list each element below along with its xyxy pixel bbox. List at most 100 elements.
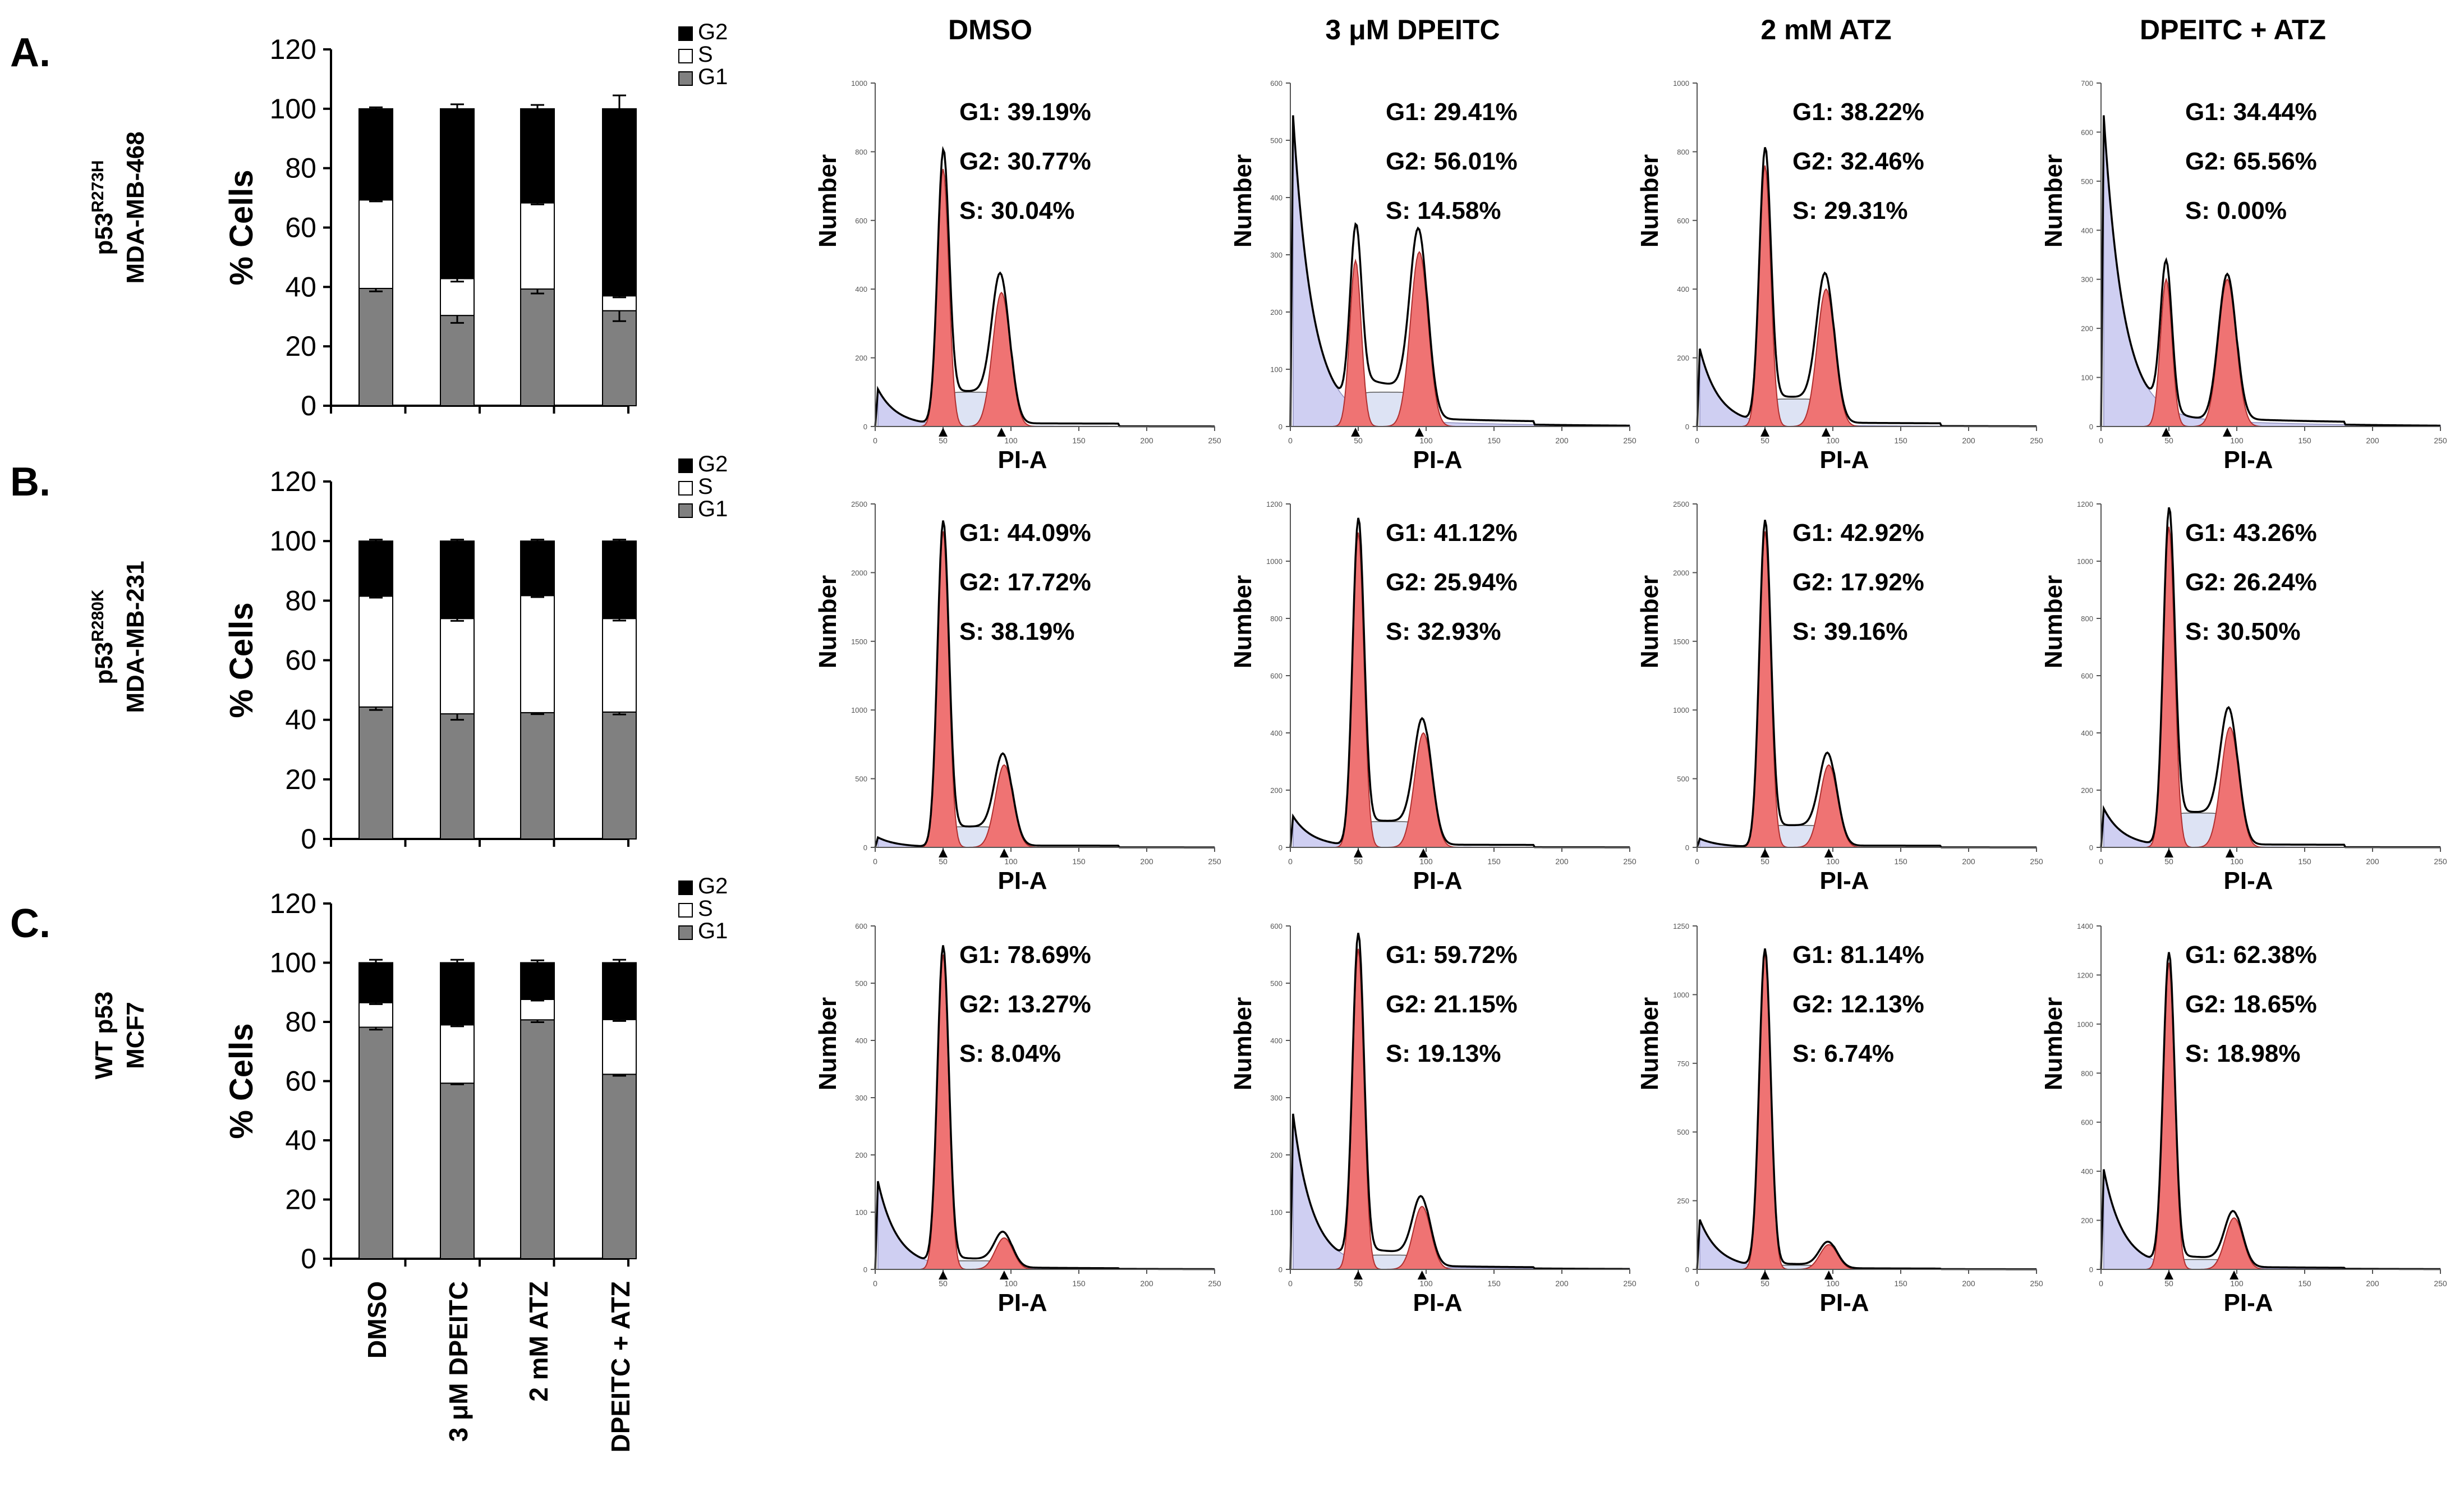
hist-y-tick-label: 500 <box>1270 136 1282 145</box>
bar-g1-0 <box>358 287 393 407</box>
hist-y-tick-label: 200 <box>1270 1151 1282 1159</box>
hist-y-tick-label: 400 <box>1270 1036 1282 1045</box>
bar-g1-0 <box>358 1026 393 1259</box>
hist-y-tick-label: 400 <box>2081 1167 2093 1176</box>
column-title-dmso: DMSO <box>948 14 1032 45</box>
stat-s: S: 30.04% <box>959 197 1074 224</box>
y-tick-label: 120 <box>270 888 316 919</box>
hist-x-tick-label: 200 <box>1140 436 1153 445</box>
hist-y-tick-label: 300 <box>1270 1094 1282 1102</box>
y-tick-label: 0 <box>301 390 316 421</box>
peak-marker-g1 <box>2164 1271 2173 1279</box>
peak-marker-g2 <box>1824 849 1833 857</box>
hist-y-tick-label: 400 <box>855 1036 867 1045</box>
hist-y-tick-label: 0 <box>2089 843 2093 852</box>
y-tick-label: 100 <box>270 93 316 125</box>
stat-g2: G2: 17.72% <box>959 568 1091 596</box>
hist-y-tick-label: 1000 <box>2077 1020 2093 1029</box>
stat-g2: G2: 25.94% <box>1386 568 1518 596</box>
histogram-outline <box>1289 933 1630 1270</box>
error-bar-g2-0 <box>369 539 383 544</box>
hist-y-tick-label: 0 <box>863 1265 867 1274</box>
stat-g2: G2: 12.13% <box>1792 990 1924 1018</box>
hist-x-tick-label: 250 <box>1623 857 1636 866</box>
hist-y-tick-label: 400 <box>2081 729 2093 737</box>
hist-y-tick-label: 200 <box>855 1151 867 1159</box>
hist-x-tick-label: 50 <box>1354 436 1363 445</box>
stat-g1: G1: 29.41% <box>1386 98 1518 126</box>
hist-y-tick-label: 600 <box>2081 128 2093 136</box>
hist-x-label: PI-A <box>998 446 1047 474</box>
hist-y-tick-label: 2500 <box>851 500 867 508</box>
hist-x-tick-label: 100 <box>2230 857 2244 866</box>
hist-x-label: PI-A <box>1413 446 1463 474</box>
hist-y-tick-label: 800 <box>2081 614 2093 623</box>
hist-x-label: PI-A <box>1820 446 1869 474</box>
hist-y-tick-label: 800 <box>2081 1069 2093 1077</box>
column-title-atz: 2 mM ATZ <box>1760 14 1891 45</box>
hist-x-tick-label: 50 <box>1760 1279 1769 1288</box>
stat-s: S: 6.74% <box>1792 1040 1894 1067</box>
y-axis-label: % Cells <box>223 602 260 718</box>
hist-x-tick-label: 0 <box>1288 1279 1293 1288</box>
hist-y-tick-label: 1000 <box>1673 706 1689 714</box>
hist-x-label: PI-A <box>1413 867 1463 895</box>
category-label-3: DPEITC + ATZ <box>606 1281 635 1452</box>
peak-marker-g2 <box>999 849 1009 857</box>
hist-y-tick-label: 700 <box>2081 79 2093 88</box>
row-label-main-a: p53 <box>90 213 118 255</box>
peak-marker-g1 <box>1351 428 1360 437</box>
y-tick-label: 80 <box>285 1006 316 1038</box>
y-tick-label: 60 <box>285 645 316 676</box>
hist-x-tick-label: 200 <box>2366 1279 2379 1288</box>
error-bar-g2-2 <box>531 959 544 966</box>
row-label-main-b: p53 <box>90 642 118 685</box>
hist-x-tick-label: 50 <box>939 857 948 866</box>
legend-swatch-g1 <box>678 925 693 940</box>
g2-peak <box>1383 251 1455 427</box>
g1-peak <box>1742 165 1788 427</box>
hist-y-label: Number <box>814 575 842 668</box>
hist-x-tick-label: 200 <box>1962 436 1975 445</box>
bar-g1-2 <box>520 1019 555 1259</box>
legend-label-s: S <box>698 474 713 499</box>
hist-x-tick-label: 100 <box>1419 857 1433 866</box>
hist-x-tick-label: 250 <box>2434 436 2447 445</box>
hist-y-tick-label: 600 <box>1270 922 1282 930</box>
bar-g2-3 <box>602 540 637 620</box>
hist-y-tick-label: 0 <box>1279 1265 1282 1274</box>
g1-peak <box>2146 526 2192 848</box>
bar-g1-1 <box>440 1083 475 1259</box>
hist-x-label: PI-A <box>2224 1289 2273 1317</box>
stat-g1: G1: 81.14% <box>1792 941 1924 969</box>
stat-g2: G2: 21.15% <box>1386 990 1518 1018</box>
hist-x-tick-label: 250 <box>2434 1279 2447 1288</box>
hist-x-tick-label: 0 <box>1695 1279 1699 1288</box>
panel-label-c: C. <box>10 901 50 946</box>
peak-marker-g1 <box>939 1271 948 1279</box>
hist-y-tick-label: 500 <box>1270 979 1282 988</box>
y-tick-label: 20 <box>285 764 316 795</box>
histogram-panel-1-1: 0 200 400 600 800 1000 1200 0 50 100 150 200 250 PI-A… <box>1229 500 1636 895</box>
hist-x-tick-label: 150 <box>1894 436 1907 445</box>
hist-x-tick-label: 100 <box>1419 436 1433 445</box>
peak-marker-g1 <box>1760 428 1769 437</box>
peak-marker-g2 <box>1821 428 1831 437</box>
hist-y-tick-label: 100 <box>2081 374 2093 382</box>
hist-y-tick-label: 1200 <box>2077 500 2093 508</box>
hist-x-tick-label: 200 <box>1962 857 1975 866</box>
error-bar-g2-0 <box>369 958 383 967</box>
error-bar-g2-1 <box>450 103 464 114</box>
hist-y-tick-label: 400 <box>855 285 867 293</box>
bar-g1-1 <box>440 713 475 840</box>
bar-s-1 <box>440 618 475 715</box>
hist-y-tick-label: 600 <box>1270 79 1282 88</box>
hist-x-tick-label: 150 <box>1487 1279 1501 1288</box>
hist-x-label: PI-A <box>998 1289 1047 1317</box>
histogram-panel-1-2: 0 500 1000 1500 2000 2500 0 50 100 150 200 250 PI-A N… <box>1636 500 2043 895</box>
peak-marker-g1 <box>2162 428 2171 437</box>
histogram-panel-2-1: 0 100 200 300 400 500 600 0 50 100 150 200 250 PI-A Nu… <box>1229 922 1636 1317</box>
hist-x-tick-label: 200 <box>2366 436 2379 445</box>
